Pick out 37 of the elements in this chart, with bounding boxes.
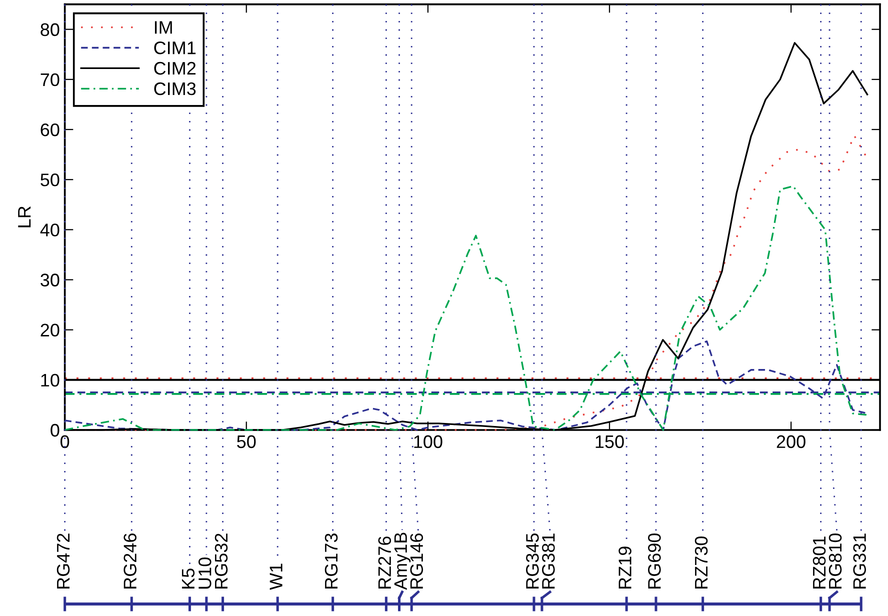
legend-label: CIM2 — [154, 62, 196, 75]
ref-line-label: RG381 — [542, 534, 555, 588]
ref-line-label: RZ730 — [694, 536, 708, 588]
legend-label: CIM1 — [154, 41, 196, 54]
y-tick-label: 10 — [41, 374, 60, 387]
ref-line-label: RG146 — [410, 534, 424, 588]
ref-line-label: RZ19 — [618, 546, 632, 588]
y-tick-label: 60 — [40, 123, 60, 136]
ref-line-label: Amy1B — [394, 532, 411, 590]
ref-line-label: K5 — [182, 568, 195, 588]
x-tick-label: 50 — [237, 435, 256, 448]
ref-line-label: U10 — [198, 558, 212, 589]
x-tick-label: 200 — [776, 435, 806, 448]
legend-label: CIM3 — [154, 82, 196, 96]
ref-line-label: RG810 — [828, 533, 842, 588]
ref-line-label: RG532 — [214, 534, 228, 588]
ref-line-label: RG331 — [853, 534, 866, 588]
ref-line-label: RG690 — [648, 533, 661, 588]
y-tick-label: 0 — [50, 424, 60, 437]
ref-line-label: RG472 — [56, 534, 70, 588]
y-tick-label: 40 — [40, 224, 60, 236]
y-axis-title: LR — [18, 206, 31, 228]
legend-label: IM — [154, 21, 172, 34]
ref-line-label: RG345 — [526, 534, 539, 588]
ref-line-label: W1 — [270, 564, 282, 590]
y-tick-label: 20 — [40, 324, 60, 337]
y-tick-label: 70 — [40, 73, 60, 86]
x-tick-label: 100 — [414, 435, 442, 448]
ref-line-label: RG246 — [124, 534, 136, 588]
x-tick-label: 150 — [596, 435, 624, 448]
ref-line-label: RZ801 — [812, 536, 826, 588]
x-tick-label: 0 — [60, 435, 70, 448]
y-tick-label: 80 — [40, 23, 60, 36]
y-tick-label: 30 — [40, 274, 60, 286]
y-tick-label: 50 — [40, 174, 60, 186]
ref-line-label: RZ276 — [378, 536, 392, 588]
ref-line-label: RG173 — [324, 534, 338, 588]
